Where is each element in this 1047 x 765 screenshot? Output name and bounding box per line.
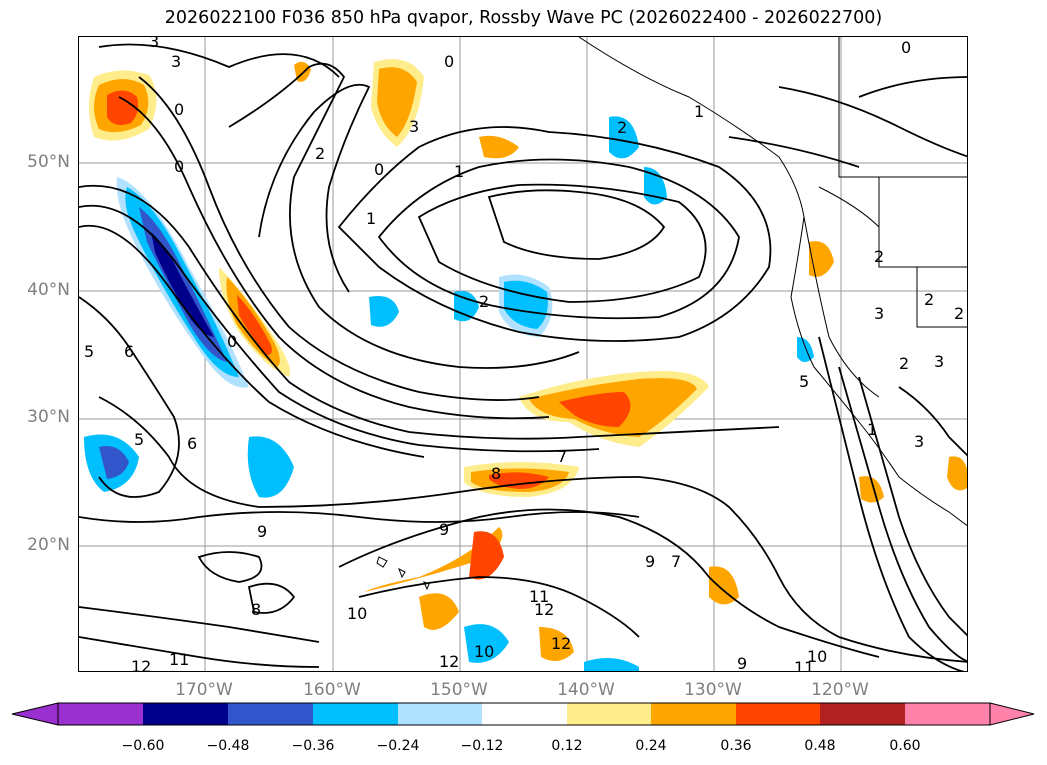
- contour-label: 5: [84, 342, 94, 361]
- contour-label: 5: [799, 372, 809, 391]
- colorbar-tick-label: −0.60: [121, 738, 165, 754]
- contour-label: 12: [439, 652, 459, 671]
- colorbar-bin: [651, 703, 736, 725]
- contour-label: 0: [444, 52, 454, 71]
- colorbar-bin: [143, 703, 228, 725]
- contour-label: 2: [479, 292, 489, 311]
- colorbar-bin: [905, 703, 990, 725]
- contour-label: 7: [671, 552, 681, 571]
- contour-label-group: 3 3 0 0 2 0 3 0 1 1 2 2 1 2 2 6 0 5 5 6 …: [84, 37, 964, 672]
- contour-label: 1: [366, 209, 376, 228]
- contour-label: 2: [924, 290, 934, 309]
- contour-label: 9: [257, 522, 267, 541]
- contour-label: 1: [867, 420, 877, 439]
- contour-label: 6: [187, 434, 197, 453]
- contour-label: 12: [551, 634, 571, 653]
- colorbar-tick-label: −0.24: [376, 738, 420, 754]
- contour-label: 11: [169, 650, 189, 669]
- colorbar-extend-min: [11, 702, 59, 726]
- colorbar-bin: [58, 703, 143, 725]
- contour-label: 0: [174, 157, 184, 176]
- lon-label-150w: 150°W: [430, 680, 488, 700]
- contour-label: 3: [914, 432, 924, 451]
- colorbar-bin: [313, 703, 398, 725]
- colorbar-tick-label: 0.24: [635, 738, 667, 754]
- contour-label: 0: [227, 332, 237, 351]
- colorbar-bin: [482, 703, 567, 725]
- contour-label: 3: [149, 37, 159, 51]
- contour-label: 9: [737, 654, 747, 672]
- contour-label: 2: [899, 354, 909, 373]
- contour-label: 1: [454, 162, 464, 181]
- lon-label-140w: 140°W: [557, 680, 615, 700]
- map-canvas: 3 3 0 0 2 0 3 0 1 1 2 2 1 2 2 6 0 5 5 6 …: [79, 37, 967, 672]
- contour-label: 10: [347, 604, 367, 623]
- lon-label-170w: 170°W: [175, 680, 233, 700]
- contour-label: 2: [617, 118, 627, 137]
- contour-label: 8: [251, 600, 261, 619]
- colorbar-bin: [398, 703, 482, 725]
- contour-label: 5: [134, 430, 144, 449]
- contour-label: 3: [409, 117, 419, 136]
- coastlines: [376, 37, 967, 591]
- contour-label: 2: [874, 247, 884, 266]
- lat-label-40n: 40°N: [27, 280, 70, 300]
- lat-label-50n: 50°N: [27, 152, 70, 172]
- contour-label: 0: [374, 160, 384, 179]
- colorbar-bin: [567, 703, 651, 725]
- colorbar-tick-label: 0.60: [889, 738, 921, 754]
- plot-title: 2026022100 F036 850 hPa qvapor, Rossby W…: [164, 8, 883, 28]
- contour-label: 7: [557, 447, 567, 466]
- map-panel[interactable]: 3 3 0 0 2 0 3 0 1 1 2 2 1 2 2 6 0 5 5 6 …: [78, 36, 968, 672]
- contour-label: 2: [315, 144, 325, 163]
- lon-label-130w: 130°W: [684, 680, 742, 700]
- colorbar-tick-label: −0.48: [206, 738, 250, 754]
- colorbar-bin: [736, 703, 820, 725]
- lon-label-120w: 120°W: [811, 680, 869, 700]
- colorbar-tick-label: −0.12: [460, 738, 504, 754]
- contour-label: 9: [645, 552, 655, 571]
- colorbar-bin: [820, 703, 905, 725]
- colorbar-tick-label: −0.36: [291, 738, 335, 754]
- contour-label: 1: [694, 102, 704, 121]
- contour-label: 10: [807, 647, 827, 666]
- contour-label: 3: [934, 352, 944, 371]
- colorbar-tick-label: 0.36: [720, 738, 752, 754]
- contour-label: 12: [534, 600, 554, 619]
- colorbar-tick-label: 0.48: [804, 738, 836, 754]
- lon-label-160w: 160°W: [303, 680, 361, 700]
- contour-label: 11: [794, 658, 814, 672]
- lat-label-20n: 20°N: [27, 535, 70, 555]
- contour-label: 9: [439, 520, 449, 539]
- contour-label: 11: [529, 587, 549, 606]
- anomaly-shading: [84, 59, 967, 671]
- contour-lines: [79, 43, 967, 671]
- lat-label-30n: 30°N: [27, 407, 70, 427]
- colorbar-extend-max: [989, 702, 1035, 726]
- contour-label: 12: [131, 657, 151, 672]
- contour-label: 3: [874, 304, 884, 323]
- contour-label: 3: [171, 52, 181, 71]
- colorbar-tick-label: 0.12: [551, 738, 583, 754]
- contour-label: 8: [491, 464, 501, 483]
- contour-label: 10: [474, 642, 494, 661]
- contour-label: 6: [124, 342, 134, 361]
- colorbar: [11, 702, 1035, 726]
- contour-label: 0: [174, 100, 184, 119]
- contour-label: 0: [901, 38, 911, 57]
- colorbar-bin: [228, 703, 313, 725]
- contour-label: 2: [954, 304, 964, 323]
